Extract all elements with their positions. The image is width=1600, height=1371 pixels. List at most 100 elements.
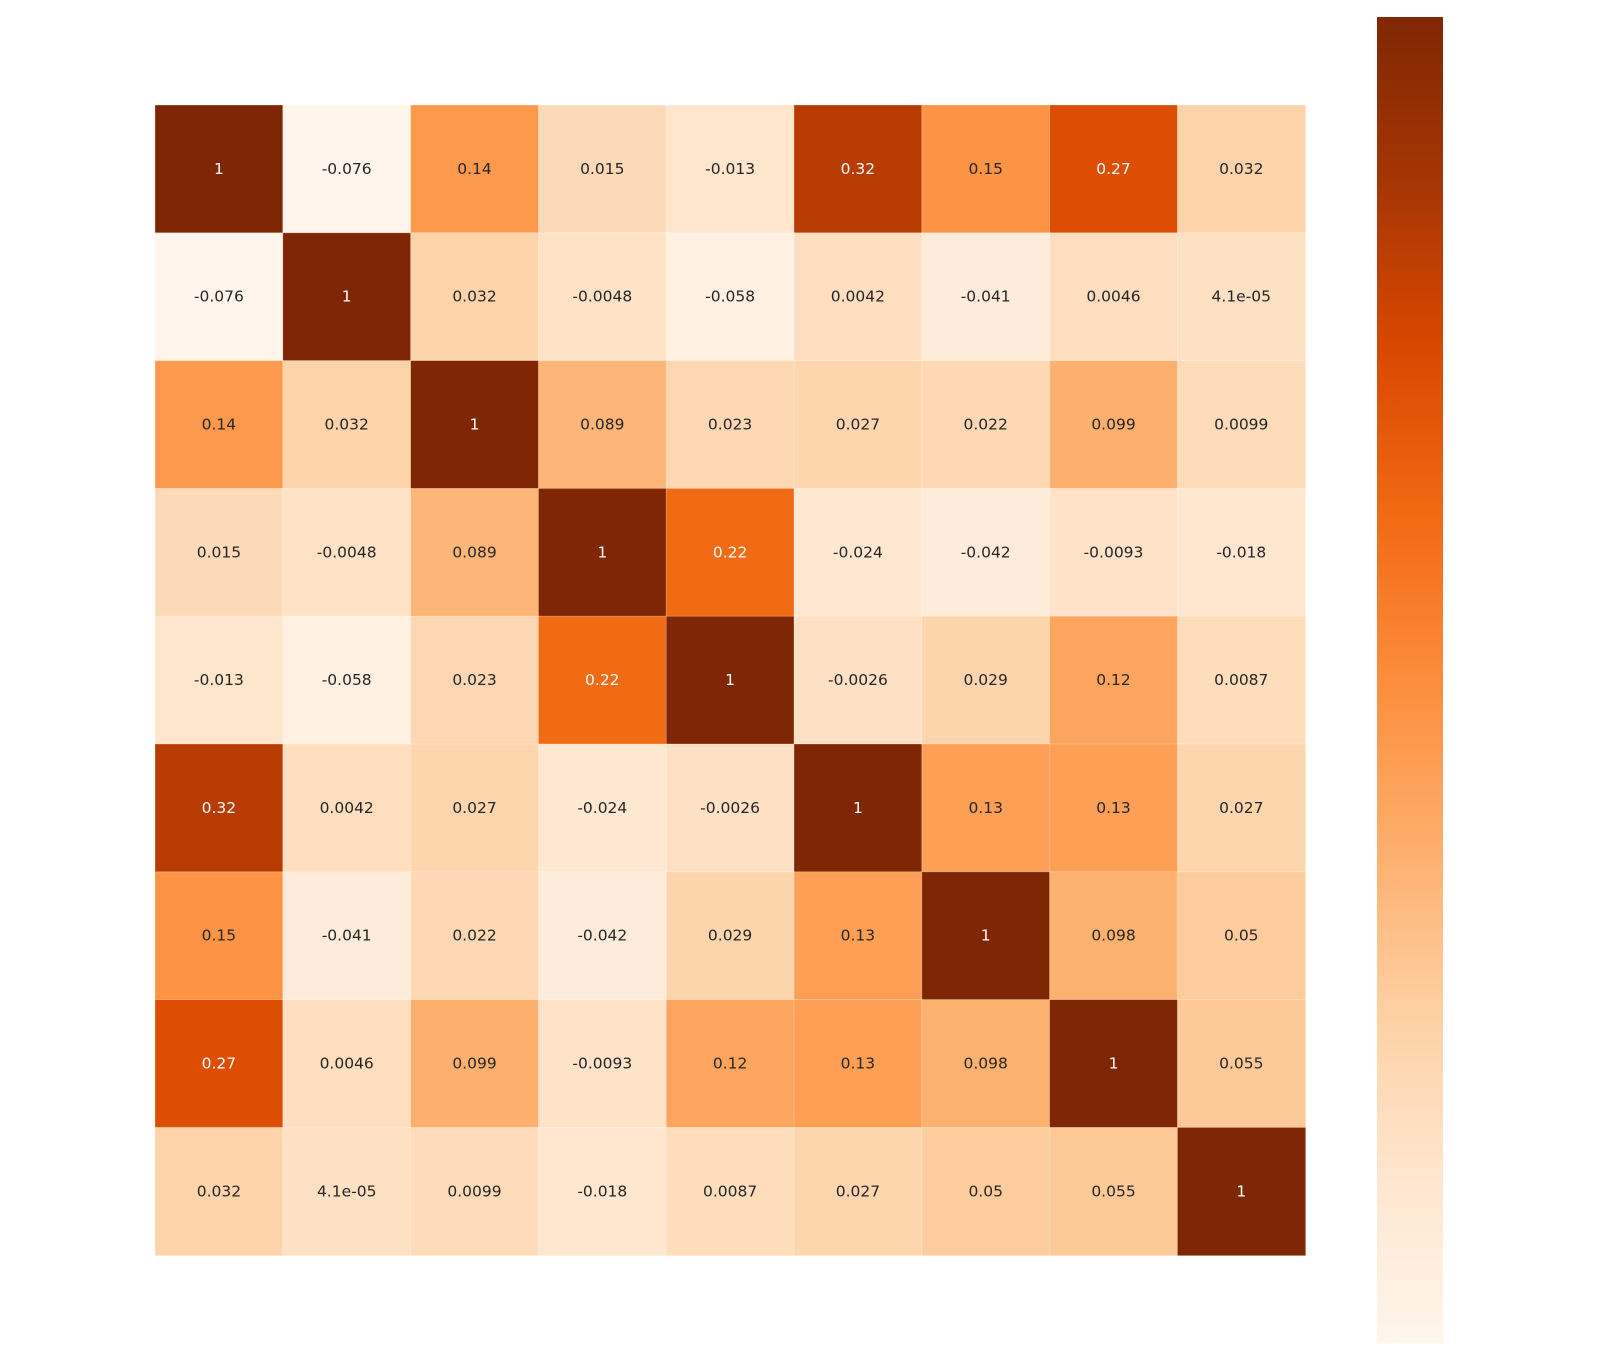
heatmap-cell-r2-c1 — [282, 360, 412, 490]
heatmap-cell-label-r2-c2: 1 — [470, 416, 480, 434]
heatmap-cell-r4-c0 — [154, 615, 284, 745]
heatmap-cell-label-r5-c4: -0.0026 — [700, 799, 760, 817]
heatmap-cell-label-r0-c3: 0.015 — [580, 160, 624, 178]
heatmap-cell-r7-c8 — [1177, 999, 1307, 1129]
heatmap-cell-label-r6-c2: 0.022 — [452, 927, 496, 945]
heatmap-cell-label-r5-c7: 0.13 — [1096, 799, 1131, 817]
heatmap-cell-r4-c5 — [793, 615, 923, 745]
heatmap-cell-label-r7-c0: 0.27 — [202, 1055, 237, 1073]
heatmap-cell-r5-c0 — [154, 743, 284, 873]
heatmap-cell-label-r7-c3: -0.0093 — [572, 1055, 632, 1073]
heatmap-cell-r2-c6 — [921, 360, 1051, 490]
heatmap-cell-label-r0-c2: 0.14 — [457, 160, 492, 178]
heatmap-cell-label-r5-c2: 0.027 — [452, 799, 496, 817]
heatmap-cell-label-r5-c5: 1 — [853, 799, 863, 817]
heatmap-cell-label-r2-c7: 0.099 — [1091, 416, 1135, 434]
heatmap-cell-r5-c3 — [538, 743, 668, 873]
heatmap-cell-label-r8-c0: 0.032 — [197, 1182, 241, 1200]
heatmap-cell-label-r1-c2: 0.032 — [452, 288, 496, 306]
heatmap-cell-label-r4-c4: 1 — [725, 671, 735, 689]
heatmap-cell-r7-c0 — [154, 999, 284, 1129]
heatmap-cell-label-r4-c8: 0.0087 — [1214, 671, 1268, 689]
heatmap-cell-r1-c7 — [1049, 232, 1179, 362]
heatmap-cell-r2-c7 — [1049, 360, 1179, 490]
heatmap-cell-r8-c4 — [665, 1127, 795, 1257]
heatmap-cell-label-r2-c6: 0.022 — [964, 416, 1008, 434]
heatmap-cell-label-r6-c3: -0.042 — [577, 927, 627, 945]
heatmap-cell-label-r6-c4: 0.029 — [708, 927, 752, 945]
heatmap-cell-label-r1-c1: 1 — [342, 288, 352, 306]
heatmap-cell-r2-c4 — [665, 360, 795, 490]
heatmap-cell-label-r0-c4: -0.013 — [705, 160, 755, 178]
heatmap-cell-r8-c8 — [1177, 1127, 1307, 1257]
heatmap-cell-r3-c7 — [1049, 487, 1179, 618]
heatmap-cell-label-r1-c8: 4.1e-05 — [1212, 288, 1272, 306]
heatmap-cell-r7-c4 — [665, 999, 795, 1129]
heatmap-cell-r4-c8 — [1177, 615, 1307, 745]
heatmap-cell-r4-c3 — [538, 615, 668, 745]
heatmap-cell-label-r3-c7: -0.0093 — [1084, 543, 1144, 561]
heatmap-cell-r3-c0 — [154, 487, 284, 618]
heatmap-cell-r6-c7 — [1049, 871, 1179, 1001]
heatmap-cells — [154, 104, 1307, 1257]
heatmap-cell-label-r5-c0: 0.32 — [202, 799, 237, 817]
heatmap-cell-r7-c3 — [538, 999, 668, 1129]
heatmap-cell-r3-c6 — [921, 487, 1051, 618]
colorbar — [1377, 17, 1443, 1343]
heatmap-cell-label-r6-c7: 0.098 — [1091, 927, 1135, 945]
heatmap-cell-label-r7-c8: 0.055 — [1219, 1055, 1263, 1073]
heatmap-cell-label-r2-c0: 0.14 — [202, 416, 237, 434]
heatmap-cell-r1-c8 — [1177, 232, 1307, 362]
heatmap-cell-label-r1-c5: 0.0042 — [831, 288, 885, 306]
heatmap-cell-label-r0-c5: 0.32 — [841, 160, 876, 178]
heatmap-cell-r1-c5 — [793, 232, 923, 362]
heatmap-cell-label-r7-c5: 0.13 — [841, 1055, 876, 1073]
heatmap-cell-r3-c3 — [538, 487, 668, 618]
heatmap-cell-label-r1-c3: -0.0048 — [572, 288, 632, 306]
heatmap-cell-label-r6-c0: 0.15 — [202, 927, 237, 945]
heatmap-cell-label-r0-c0: 1 — [214, 160, 224, 178]
heatmap-cell-label-r6-c1: -0.041 — [322, 927, 372, 945]
heatmap-cell-label-r2-c4: 0.023 — [708, 416, 752, 434]
heatmap-cell-label-r0-c8: 0.032 — [1219, 160, 1263, 178]
heatmap-cell-label-r8-c8: 1 — [1236, 1182, 1246, 1200]
heatmap-cell-label-r4-c1: -0.058 — [322, 671, 372, 689]
heatmap-cell-r2-c8 — [1177, 360, 1307, 490]
heatmap-cell-r7-c5 — [793, 999, 923, 1129]
heatmap-cell-r4-c7 — [1049, 615, 1179, 745]
heatmap-cell-r7-c2 — [410, 999, 540, 1129]
heatmap-cell-label-r5-c6: 0.13 — [968, 799, 1003, 817]
heatmap-cell-r2-c0 — [154, 360, 284, 490]
heatmap-cell-r5-c4 — [665, 743, 795, 873]
heatmap-cell-r6-c0 — [154, 871, 284, 1001]
heatmap-cell-label-r8-c7: 0.055 — [1091, 1182, 1135, 1200]
heatmap-cell-r6-c4 — [665, 871, 795, 1001]
heatmap-cell-label-r1-c6: -0.041 — [961, 288, 1011, 306]
heatmap-cell-label-r4-c6: 0.029 — [964, 671, 1008, 689]
heatmap-cell-r5-c8 — [1177, 743, 1307, 873]
heatmap-cell-label-r2-c5: 0.027 — [836, 416, 880, 434]
heatmap-cell-r4-c2 — [410, 615, 540, 745]
heatmap-cell-label-r2-c8: 0.0099 — [1214, 416, 1268, 434]
heatmap-cell-label-r2-c1: 0.032 — [325, 416, 369, 434]
heatmap-cell-label-r3-c4: 0.22 — [713, 543, 748, 561]
heatmap-cell-r1-c0 — [154, 232, 284, 362]
heatmap-cell-label-r0-c7: 0.27 — [1096, 160, 1131, 178]
heatmap-cell-label-r5-c3: -0.024 — [577, 799, 627, 817]
heatmap-cell-label-r6-c6: 1 — [981, 927, 991, 945]
heatmap-cell-r3-c8 — [1177, 487, 1307, 618]
heatmap-cell-label-r4-c2: 0.023 — [452, 671, 496, 689]
heatmap-cell-r0-c3 — [538, 104, 668, 234]
heatmap-cell-r1-c2 — [410, 232, 540, 362]
heatmap-cell-r8-c3 — [538, 1127, 668, 1257]
heatmap-cell-label-r5-c1: 0.0042 — [320, 799, 374, 817]
heatmap-cell-label-r3-c6: -0.042 — [961, 543, 1011, 561]
heatmap-cell-r5-c2 — [410, 743, 540, 873]
heatmap-cell-r0-c5 — [793, 104, 923, 234]
heatmap-cell-r0-c7 — [1049, 104, 1179, 234]
heatmap-cell-label-r4-c7: 0.12 — [1096, 671, 1131, 689]
heatmap-cell-r6-c6 — [921, 871, 1051, 1001]
heatmap-cell-label-r4-c0: -0.013 — [194, 671, 244, 689]
heatmap-cell-label-r2-c3: 0.089 — [580, 416, 624, 434]
